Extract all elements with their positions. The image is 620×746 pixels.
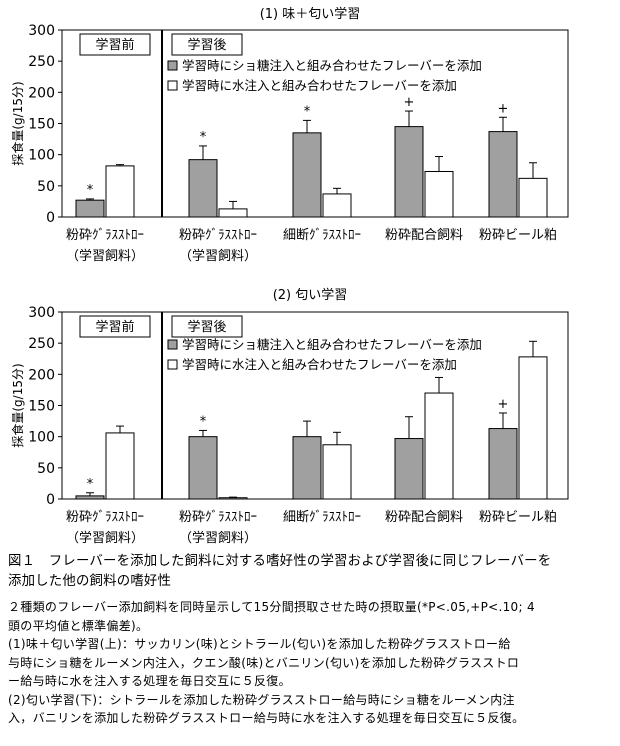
y-tick-label: 0 [46, 210, 55, 226]
bar-sucrose [75, 495, 105, 500]
legend-swatch [167, 60, 178, 71]
y-tick-label: 100 [28, 430, 55, 446]
y-tick-label: 150 [28, 117, 55, 133]
bar-water [424, 392, 454, 500]
category-label: 粉砕ｸﾞﾗｽｽﾄﾛｰ [66, 228, 144, 243]
significance-mark: * [200, 130, 207, 145]
y-axis-label: 採食量(g/15分) [10, 363, 25, 447]
bar-sucrose [188, 436, 218, 500]
category-label: 粉砕配合飼料 [385, 228, 463, 243]
y-tick-label: 250 [28, 54, 55, 70]
y-tick-label: 0 [46, 492, 55, 508]
phase-label-before: 学習前 [95, 37, 134, 53]
y-tick-label: 250 [28, 336, 55, 352]
phase-box-after [171, 315, 243, 338]
phase-box-after [171, 33, 243, 56]
note-line-2: 頭の平均値と標準偏差)。 [8, 618, 149, 633]
bar-water [218, 208, 248, 218]
category-label: 細断ｸﾞﾗｽｽﾄﾛｰ [283, 510, 361, 525]
y-tick-label: 100 [28, 148, 55, 164]
category-label: 粉砕ｸﾞﾗｽｽﾄﾛｰ [179, 510, 257, 525]
legend-label: 学習時に水注入と組み合わせたフレーバーを添加 [182, 78, 457, 93]
y-tick-label: 300 [28, 305, 55, 321]
bar-sucrose [394, 126, 424, 218]
y-tick-label: 200 [28, 367, 55, 383]
note-line-7: 入，バニリンを添加した粉砕グラスストロー給与時に水を注入する処理を毎日交互に５反… [8, 711, 525, 725]
legend-swatch [167, 80, 178, 91]
chart-2: (2) 匂い学習採食量(g/15分)050100150200250300学習前学… [10, 287, 569, 546]
category-label: （学習飼料） [179, 530, 257, 546]
bar-water [322, 193, 352, 218]
y-tick-label: 300 [28, 23, 55, 39]
category-label: 粉砕ビール粕 [479, 228, 557, 243]
phase-box-before [79, 33, 151, 56]
significance-mark: * [200, 414, 207, 429]
bar-sucrose [75, 199, 105, 218]
significance-mark: * [304, 104, 311, 119]
y-tick-label: 50 [37, 461, 55, 477]
legend-swatch [167, 359, 178, 370]
legend-label: 学習時にショ糖注入と組み合わせたフレーバーを添加 [182, 337, 482, 352]
chart-title: (1) 味＋匂い学習 [260, 6, 361, 22]
y-tick-label: 50 [37, 179, 55, 195]
bar-sucrose [488, 131, 518, 218]
bar-sucrose [292, 436, 322, 500]
category-label: 細断ｸﾞﾗｽｽﾄﾛｰ [283, 228, 361, 243]
phase-label-after: 学習後 [187, 319, 226, 335]
note-line-6: (2)匂い学習(下)：シトラールを添加した粉砕グラスストロー給与時にショ糖をルー… [8, 692, 515, 707]
category-label: （学習飼料） [179, 248, 257, 264]
legend-swatch [167, 339, 178, 350]
legend-label: 学習時に水注入と組み合わせたフレーバーを添加 [182, 357, 457, 372]
category-label: （学習飼料） [66, 530, 144, 546]
note-line-5: ー給与時に水を注入する処理を毎日交互に５反復。 [8, 674, 291, 688]
bar-water [518, 356, 548, 500]
significance-mark: + [498, 397, 509, 412]
y-tick-label: 200 [28, 85, 55, 101]
category-label: 粉砕配合飼料 [385, 510, 463, 525]
bar-sucrose [292, 132, 322, 218]
phase-label-before: 学習前 [95, 319, 134, 335]
significance-mark: + [404, 95, 415, 110]
figure-notes: ２種類のフレーバー添加飼料を同時呈示して15分間摂取させた時の摂取量(*P<.0… [8, 598, 614, 728]
bar-water [424, 170, 454, 218]
significance-mark: * [87, 183, 94, 198]
bar-sucrose [488, 428, 518, 500]
y-axis-label: 採食量(g/15分) [10, 81, 25, 165]
category-label: （学習飼料） [66, 248, 144, 264]
caption-line-2: 添加した他の飼料の嗜好性 [8, 574, 172, 589]
category-label: 粉砕ｸﾞﾗｽｽﾄﾛｰ [66, 510, 144, 525]
significance-mark: * [87, 477, 94, 492]
bar-water [518, 177, 548, 218]
legend-label: 学習時にショ糖注入と組み合わせたフレーバーを添加 [182, 58, 482, 73]
phase-label-after: 学習後 [187, 37, 226, 53]
note-line-4: 与時にショ糖をルーメン内注入，クエン酸(味)とバニリン(匂い)を添加した粉砕グラ… [8, 655, 520, 670]
bar-water [218, 497, 248, 500]
y-tick-label: 150 [28, 399, 55, 415]
bar-water [105, 165, 135, 218]
bar-water [322, 444, 352, 500]
note-line-3: (1)味＋匂い学習(上)：サッカリン(味)とシトラール(匂い)を添加した粉砕グラ… [8, 637, 511, 651]
significance-mark: + [498, 101, 509, 116]
bar-water [105, 432, 135, 500]
caption-line-1: 図１ フレーバーを添加した飼料に対する嗜好性の学習および学習後に同じフレーバーを [8, 554, 552, 569]
chart-title: (2) 匂い学習 [273, 287, 348, 303]
bar-sucrose [188, 159, 218, 218]
category-label: 粉砕ビール粕 [479, 510, 557, 525]
phase-box-before [79, 315, 151, 338]
note-line-1: ２種類のフレーバー添加飼料を同時呈示して15分間摂取させた時の摂取量(*P<.0… [8, 600, 535, 614]
bar-sucrose [394, 438, 424, 500]
category-label: 粉砕ｸﾞﾗｽｽﾄﾛｰ [179, 228, 257, 243]
figure-caption: 図１ フレーバーを添加した飼料に対する嗜好性の学習および学習後に同じフレーバーを… [8, 552, 614, 592]
